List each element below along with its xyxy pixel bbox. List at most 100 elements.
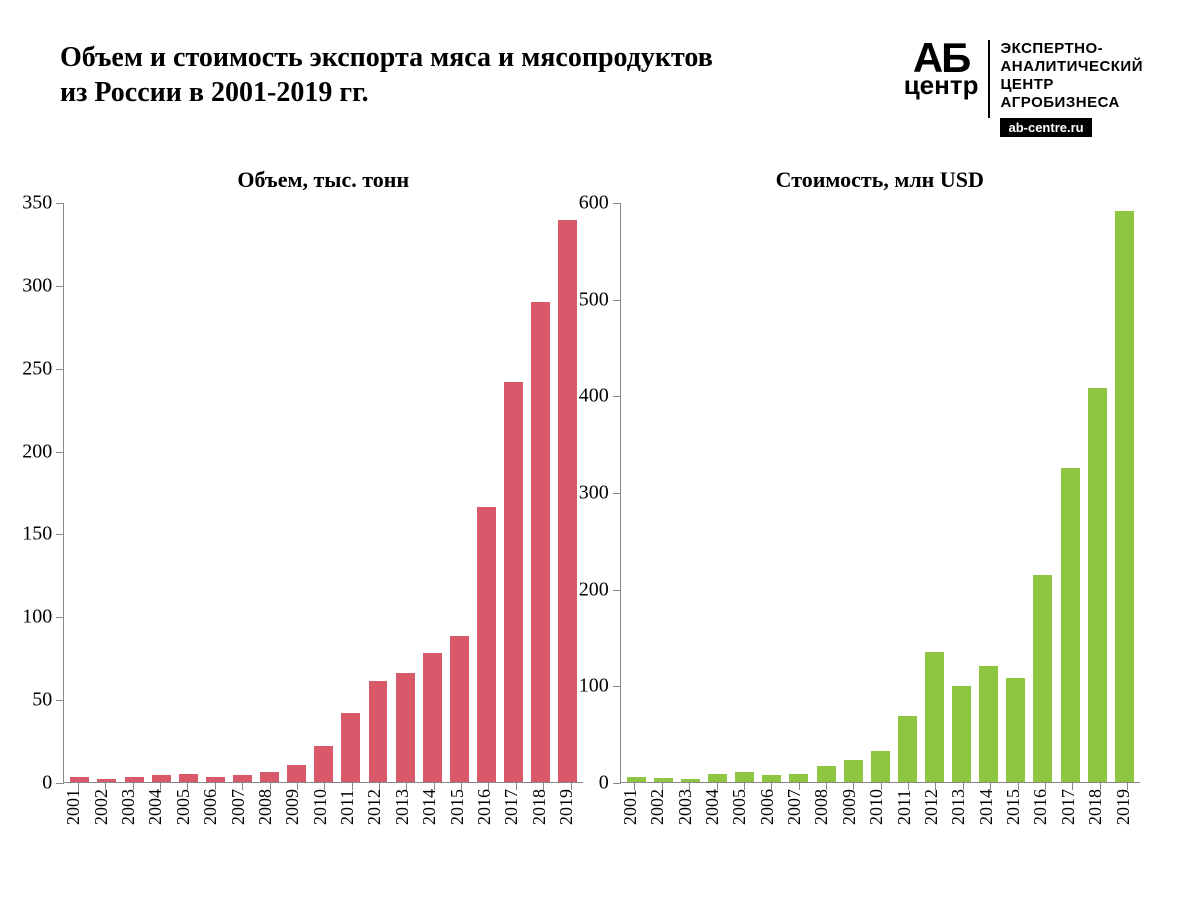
volume-bar: [97, 779, 116, 782]
value-ytick-label: 500: [579, 288, 621, 311]
volume-bar-slot: [148, 203, 175, 782]
volume-ytick-label: 150: [22, 523, 64, 546]
volume-bar: [260, 772, 279, 782]
logo-tag-4: АГРОБИЗНЕСА: [1000, 94, 1119, 111]
volume-bar: [341, 713, 360, 782]
volume-xlabel: 2011: [337, 789, 364, 827]
volume-ytick-label: 0: [42, 772, 64, 795]
value-bar-slot: [948, 203, 975, 782]
volume-ytick-label: 200: [22, 440, 64, 463]
volume-xlabel: 2010: [310, 789, 337, 827]
logo-url: ab-centre.ru: [1000, 118, 1091, 137]
value-xlabel: 2004: [702, 789, 729, 827]
volume-bar-slot: [175, 203, 202, 782]
value-xlabel: 2018: [1085, 789, 1112, 827]
volume-xlabel: 2012: [364, 789, 391, 827]
value-bar-slot: [975, 203, 1002, 782]
value-bar-slot: [921, 203, 948, 782]
value-xlabel: 2010: [866, 789, 893, 827]
value-bar: [1115, 211, 1134, 782]
value-bar-slot: [1002, 203, 1029, 782]
volume-xlabel: 2016: [474, 789, 501, 827]
value-bar: [817, 766, 836, 782]
volume-bar: [314, 746, 333, 782]
volume-bar: [369, 681, 388, 782]
value-ytick-label: 100: [579, 675, 621, 698]
value-bar-slot: [867, 203, 894, 782]
chart-volume-xlabels: 2001200220032004200520062007200820092010…: [63, 789, 583, 827]
value-xlabel: 2009: [839, 789, 866, 827]
logo: АБ центр ЭКСПЕРТНО- АНАЛИТИЧЕСКИЙ ЦЕНТР …: [904, 40, 1143, 137]
volume-bar-slot: [229, 203, 256, 782]
value-xlabel: 2001: [620, 789, 647, 827]
volume-xlabel: 2018: [529, 789, 556, 827]
volume-xlabel: 2019: [556, 789, 583, 827]
chart-value-bars: [621, 203, 1140, 782]
value-bar-slot: [840, 203, 867, 782]
chart-value-plot: 0100200300400500600: [620, 203, 1140, 783]
value-ytick-label: 0: [599, 772, 621, 795]
value-bar: [789, 774, 808, 782]
chart-volume-plot: 050100150200250300350: [63, 203, 583, 783]
value-bar: [708, 774, 727, 782]
volume-bar-slot: [364, 203, 391, 782]
value-bar-slot: [1084, 203, 1111, 782]
value-xlabel: 2011: [894, 789, 921, 827]
value-ytick-label: 200: [579, 578, 621, 601]
volume-xlabel: 2009: [282, 789, 309, 827]
volume-bar: [70, 777, 89, 782]
volume-ytick-label: 350: [22, 192, 64, 215]
volume-xlabel: 2006: [200, 789, 227, 827]
value-bar-slot: [650, 203, 677, 782]
value-bar: [1033, 575, 1052, 782]
volume-bar-slot: [256, 203, 283, 782]
value-bar: [871, 751, 890, 782]
volume-bar-slot: [337, 203, 364, 782]
value-ytick-label: 600: [579, 192, 621, 215]
value-bar-slot: [623, 203, 650, 782]
value-xlabel: 2002: [647, 789, 674, 827]
value-bar: [1061, 468, 1080, 782]
value-bar-slot: [894, 203, 921, 782]
chart-value: Стоимость, млн USD 0100200300400500600 2…: [617, 167, 1144, 827]
page: Объем и стоимость экспорта мяса и мясопр…: [0, 0, 1193, 897]
volume-bar: [152, 775, 171, 782]
header: Объем и стоимость экспорта мяса и мясопр…: [60, 40, 1143, 137]
value-bar: [898, 716, 917, 782]
volume-bar-slot: [446, 203, 473, 782]
value-bar-slot: [1057, 203, 1084, 782]
volume-bar-slot: [120, 203, 147, 782]
volume-xlabel: 2008: [255, 789, 282, 827]
value-bar: [979, 666, 998, 782]
volume-bar-slot: [66, 203, 93, 782]
volume-bar-slot: [93, 203, 120, 782]
title-line-1: Объем и стоимость экспорта мяса и мясопр…: [60, 42, 713, 73]
value-bar-slot: [677, 203, 704, 782]
volume-ytick-label: 50: [32, 689, 64, 712]
logo-mark: АБ центр: [904, 40, 979, 96]
volume-bar-slot: [392, 203, 419, 782]
volume-xlabel: 2013: [392, 789, 419, 827]
charts-row: Объем, тыс. тонн 050100150200250300350 2…: [60, 167, 1143, 827]
value-bar: [762, 775, 781, 782]
volume-ytick-label: 300: [22, 274, 64, 297]
logo-divider: [988, 40, 990, 118]
volume-bar: [396, 673, 415, 782]
volume-bar: [450, 636, 469, 782]
volume-bar-slot: [283, 203, 310, 782]
logo-tagline-block: ЭКСПЕРТНО- АНАЛИТИЧЕСКИЙ ЦЕНТР АГРОБИЗНЕ…: [1000, 40, 1143, 137]
value-bar: [627, 777, 646, 782]
value-xlabel: 2007: [784, 789, 811, 827]
chart-value-title: Стоимость, млн USD: [776, 167, 984, 193]
volume-ytick-label: 100: [22, 606, 64, 629]
logo-centre-text: центр: [904, 74, 979, 96]
value-bar-slot: [785, 203, 812, 782]
volume-xlabel: 2014: [419, 789, 446, 827]
logo-tag-3: ЦЕНТР: [1000, 76, 1053, 93]
volume-xlabel: 2005: [173, 789, 200, 827]
value-bar-slot: [704, 203, 731, 782]
value-bar: [1088, 388, 1107, 782]
volume-xlabel: 2003: [118, 789, 145, 827]
value-bar: [1006, 678, 1025, 782]
value-xlabel: 2006: [757, 789, 784, 827]
